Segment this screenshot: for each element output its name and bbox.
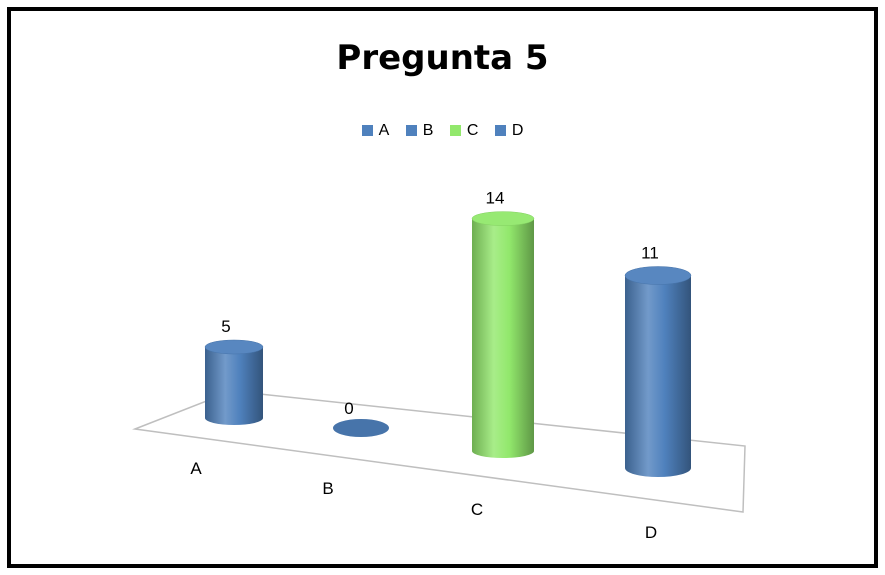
category-label-a: A [190, 459, 202, 478]
bar-b [333, 419, 389, 437]
chart-title: Pregunta 5 [336, 38, 549, 78]
legend-item-a: A [361, 122, 390, 140]
bar-d [625, 275, 691, 477]
chart-floor [132, 390, 746, 513]
category-label-c: C [471, 500, 483, 519]
bar-top-d [624, 266, 692, 285]
category-label-d: D [645, 523, 657, 542]
data-label-a: 5 [221, 317, 230, 336]
data-label-c: 14 [486, 189, 505, 208]
chart-legend: A B C D [0, 122, 885, 140]
data-label-d: 11 [641, 244, 659, 263]
legend-swatch-a [361, 125, 373, 136]
legend-swatch-c [449, 125, 461, 136]
bar-top-a [204, 339, 264, 355]
legend-label-c: C [466, 122, 479, 139]
legend-item-b: B [405, 122, 434, 140]
legend-swatch-d [494, 125, 506, 136]
legend-label-d: D [511, 122, 524, 139]
category-label-b: B [322, 479, 333, 498]
legend-label-b: B [422, 122, 434, 139]
bar-a [205, 347, 263, 425]
data-label-b: 0 [344, 399, 353, 418]
legend-item-d: D [494, 122, 524, 140]
legend-item-c: C [449, 122, 479, 140]
legend-swatch-b [405, 125, 417, 136]
bar-c [472, 218, 534, 458]
chart-frame [7, 7, 878, 568]
bar-top-c [471, 211, 535, 226]
legend-label-a: A [378, 122, 390, 139]
